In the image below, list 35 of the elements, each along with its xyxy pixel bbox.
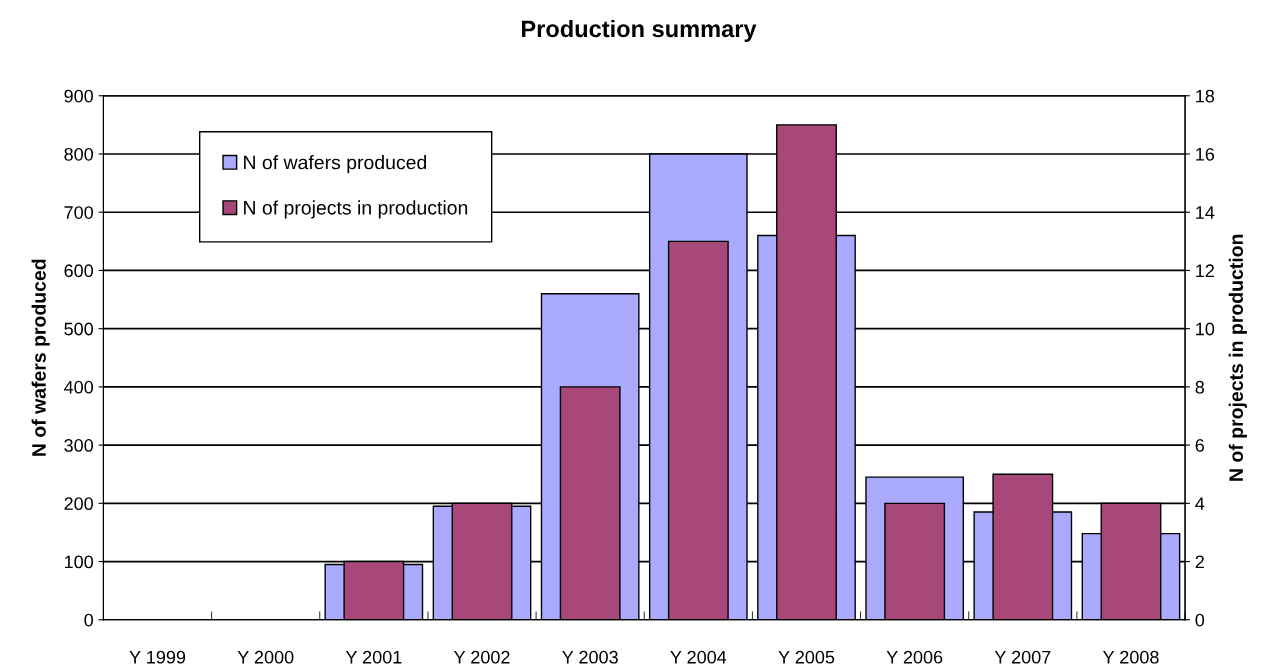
y-tick-label: 400 bbox=[64, 380, 94, 394]
y-axis-title: N of wafers produced bbox=[31, 259, 50, 456]
x-tick-label: Y 2008 bbox=[1102, 650, 1159, 664]
legend-label: N of projects in production bbox=[244, 200, 468, 219]
x-tick-label: Y 2006 bbox=[886, 650, 943, 664]
x-tick-label: Y 2004 bbox=[670, 650, 727, 664]
x-tick-label: Y 2005 bbox=[778, 650, 835, 664]
x-tick-label: Y 2002 bbox=[453, 650, 510, 664]
legend-label: N of wafers produced bbox=[244, 155, 427, 174]
x-tick-label: Y 2003 bbox=[562, 650, 618, 664]
y-tick-label: 300 bbox=[64, 439, 94, 452]
y2-tick-label: 4 bbox=[1195, 497, 1205, 510]
y2-tick-label: 2 bbox=[1195, 555, 1204, 569]
chart-title: Production summary bbox=[522, 19, 757, 42]
y2-tick-label: 16 bbox=[1196, 147, 1215, 161]
y2-tick-label: 12 bbox=[1196, 264, 1214, 277]
y-tick-label: 600 bbox=[64, 264, 94, 278]
y-tick-label: 100 bbox=[64, 555, 94, 569]
y2-tick-label: 0 bbox=[1195, 613, 1205, 627]
x-tick-label: Y 1999 bbox=[129, 650, 186, 664]
y2-tick-label: 8 bbox=[1195, 380, 1205, 394]
y2-tick-label: 14 bbox=[1196, 206, 1215, 219]
y2-tick-label: 6 bbox=[1195, 439, 1205, 452]
y-tick-label: 800 bbox=[64, 147, 94, 161]
y-tick-label: 700 bbox=[64, 206, 94, 219]
y2-tick-label: 10 bbox=[1196, 322, 1215, 336]
y2-tick-label: 18 bbox=[1196, 89, 1215, 103]
y-tick-label: 500 bbox=[64, 322, 94, 336]
x-tick-label: Y 2007 bbox=[994, 650, 1051, 664]
x-tick-label: Y 2001 bbox=[345, 650, 402, 664]
y-tick-label: 900 bbox=[64, 89, 94, 103]
y2-axis-title: N of projects in production bbox=[1228, 234, 1247, 481]
y-tick-label: 0 bbox=[84, 613, 94, 627]
y-tick-label: 200 bbox=[64, 497, 94, 511]
x-tick-label: Y 2000 bbox=[237, 650, 294, 664]
